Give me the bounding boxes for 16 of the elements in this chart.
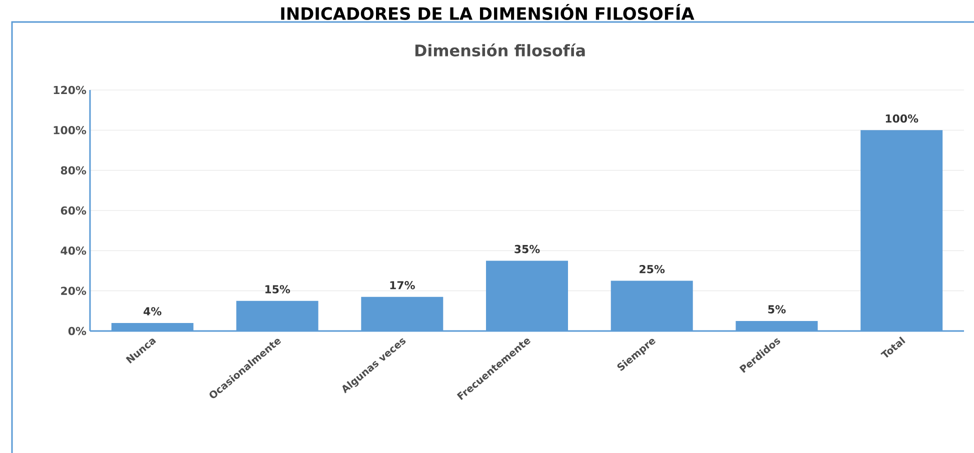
- data-label: 4%: [144, 307, 162, 316]
- y-tick-label: 0%: [68, 326, 86, 336]
- data-label: 15%: [265, 285, 290, 294]
- y-tick-label: 100%: [54, 126, 86, 134]
- y-tick-label: 40%: [60, 246, 86, 255]
- text: INDICADORES DE LA DIMENSIÓN FILOSOFÍA: [281, 4, 694, 20]
- y-tick-label: 60%: [60, 206, 86, 215]
- data-label: 100%: [886, 114, 918, 123]
- chart-title: Dimensión filosofía: [415, 44, 585, 56]
- data-label: 17%: [390, 281, 415, 290]
- y-tick-label: 80%: [60, 166, 86, 174]
- data-label: 25%: [640, 264, 665, 274]
- data-label: 5%: [768, 305, 786, 314]
- y-tick-label: 120%: [54, 86, 86, 94]
- data-label: 35%: [514, 244, 540, 254]
- y-tick-label: 20%: [61, 286, 86, 295]
